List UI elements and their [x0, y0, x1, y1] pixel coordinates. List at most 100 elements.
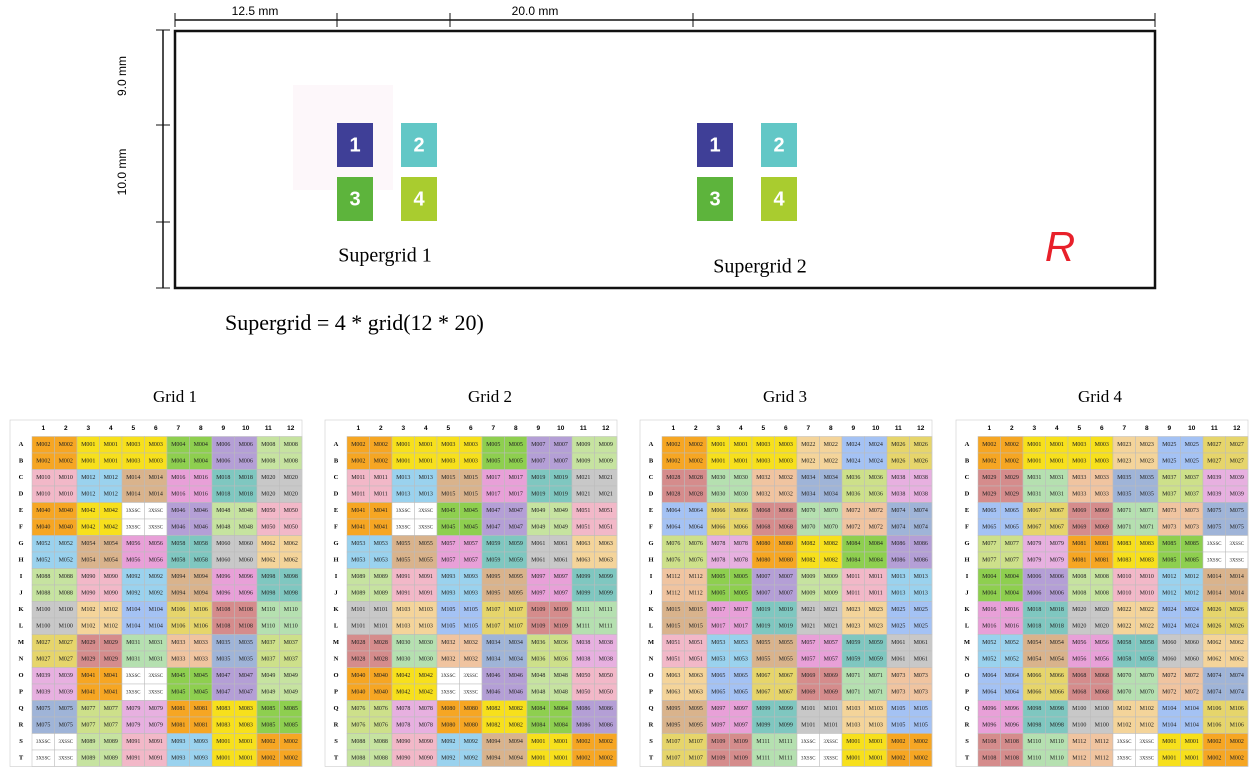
cell-label: M035 — [216, 657, 230, 663]
cell-label: M088 — [36, 591, 50, 597]
cell-label: M107 — [689, 756, 703, 762]
cell-label: M099 — [779, 706, 793, 712]
cell-label: 3XSSC — [126, 509, 140, 514]
cell-label: M034 — [824, 492, 838, 498]
cell-label: M110 — [1027, 756, 1041, 762]
cell-label: M008 — [284, 442, 298, 448]
cell-label: M002 — [374, 459, 388, 465]
row-label: I — [335, 573, 338, 580]
row-label: O — [964, 672, 969, 679]
cell-label: M066 — [711, 508, 725, 514]
cell-label: M032 — [464, 640, 478, 646]
cell-label: M013 — [396, 475, 410, 481]
cell-label: M033 — [194, 657, 208, 663]
cell-label: M039 — [1230, 475, 1244, 481]
cell-label: M020 — [1095, 624, 1109, 630]
cell-label: M030 — [711, 475, 725, 481]
cell-label: M004 — [1005, 591, 1019, 597]
cell-label: M066 — [1027, 673, 1041, 679]
row-label: S — [19, 738, 23, 745]
cell-label: M045 — [464, 508, 478, 514]
cell-label: M109 — [711, 739, 725, 745]
cell-label: M101 — [801, 706, 815, 712]
row-label: L — [965, 623, 970, 630]
cell-label: M006 — [1027, 591, 1041, 597]
cell-label: M024 — [1185, 624, 1199, 630]
cell-label: M065 — [1005, 525, 1019, 531]
cell-label: M017 — [734, 607, 748, 613]
cell-label: M019 — [531, 475, 545, 481]
cell-label: M086 — [599, 723, 613, 729]
cell-label: M007 — [756, 574, 770, 580]
cell-label: M081 — [1072, 558, 1086, 564]
cell-label: M089 — [374, 591, 388, 597]
cell-label: M047 — [216, 690, 230, 696]
cell-label: M031 — [126, 657, 140, 663]
cell-label: M103 — [869, 723, 883, 729]
cell-label: M009 — [801, 574, 815, 580]
row-label: G — [333, 540, 338, 547]
cell-label: M080 — [779, 541, 793, 547]
cell-label: M104 — [1162, 706, 1176, 712]
cell-label: M089 — [104, 756, 118, 762]
cell-label: M025 — [1162, 459, 1176, 465]
cell-label: M029 — [81, 657, 95, 663]
cell-label: 3XSSC — [441, 674, 455, 679]
cell-label: M070 — [801, 525, 815, 531]
cell-label: M052 — [36, 558, 50, 564]
cell-label: 3XSSC — [464, 690, 478, 695]
cell-label: M078 — [734, 558, 748, 564]
cell-label: M030 — [711, 492, 725, 498]
column-label: 1 — [671, 425, 675, 432]
cell-label: 3XSSC — [149, 690, 163, 695]
cell-label: M065 — [982, 525, 996, 531]
column-label: 9 — [221, 425, 225, 432]
cell-label: M001 — [531, 739, 545, 745]
cell-label: M034 — [824, 475, 838, 481]
column-label: 11 — [895, 425, 902, 432]
cell-label: M060 — [239, 541, 253, 547]
cell-label: M089 — [374, 574, 388, 580]
cell-label: M079 — [126, 706, 140, 712]
cell-label: M098 — [1050, 706, 1064, 712]
cell-label: M089 — [104, 739, 118, 745]
cell-label: M031 — [1027, 475, 1041, 481]
cell-label: M109 — [554, 607, 568, 613]
cell-label: M112 — [1095, 739, 1109, 745]
cell-label: M016 — [982, 607, 996, 613]
cell-label: M082 — [509, 706, 523, 712]
cell-label: M041 — [374, 525, 388, 531]
cell-label: M094 — [194, 591, 208, 597]
cell-label: M086 — [891, 558, 905, 564]
cell-label: M034 — [509, 640, 523, 646]
cell-label: M037 — [1162, 492, 1176, 498]
cell-label: M108 — [982, 756, 996, 762]
cell-label: M010 — [1117, 591, 1131, 597]
cell-label: M058 — [1140, 640, 1154, 646]
cell-label: M015 — [689, 607, 703, 613]
cell-label: M081 — [1095, 558, 1109, 564]
cell-label: 3XSSC — [419, 525, 433, 530]
well — [761, 123, 797, 167]
cell-label: M060 — [1185, 657, 1199, 663]
row-label: N — [19, 656, 24, 663]
cell-label: M026 — [1207, 624, 1221, 630]
cell-label: M002 — [576, 756, 590, 762]
cell-label: M085 — [1185, 541, 1199, 547]
cell-label: M106 — [1207, 706, 1221, 712]
cell-label: M011 — [869, 574, 883, 580]
cell-label: M003 — [441, 459, 455, 465]
column-label: 6 — [154, 425, 158, 432]
cell-label: M002 — [891, 756, 905, 762]
cell-label: M092 — [126, 574, 140, 580]
cell-label: M074 — [1207, 690, 1221, 696]
cell-label: M006 — [216, 442, 230, 448]
row-label: P — [649, 689, 653, 696]
row-label: Q — [18, 705, 23, 712]
cell-label: M072 — [846, 508, 860, 514]
cell-label: M095 — [666, 706, 680, 712]
cell-label: M102 — [81, 624, 95, 630]
cell-label: M067 — [1027, 525, 1041, 531]
grid-title: Grid 2 — [468, 387, 512, 406]
cell-label: M090 — [104, 574, 118, 580]
